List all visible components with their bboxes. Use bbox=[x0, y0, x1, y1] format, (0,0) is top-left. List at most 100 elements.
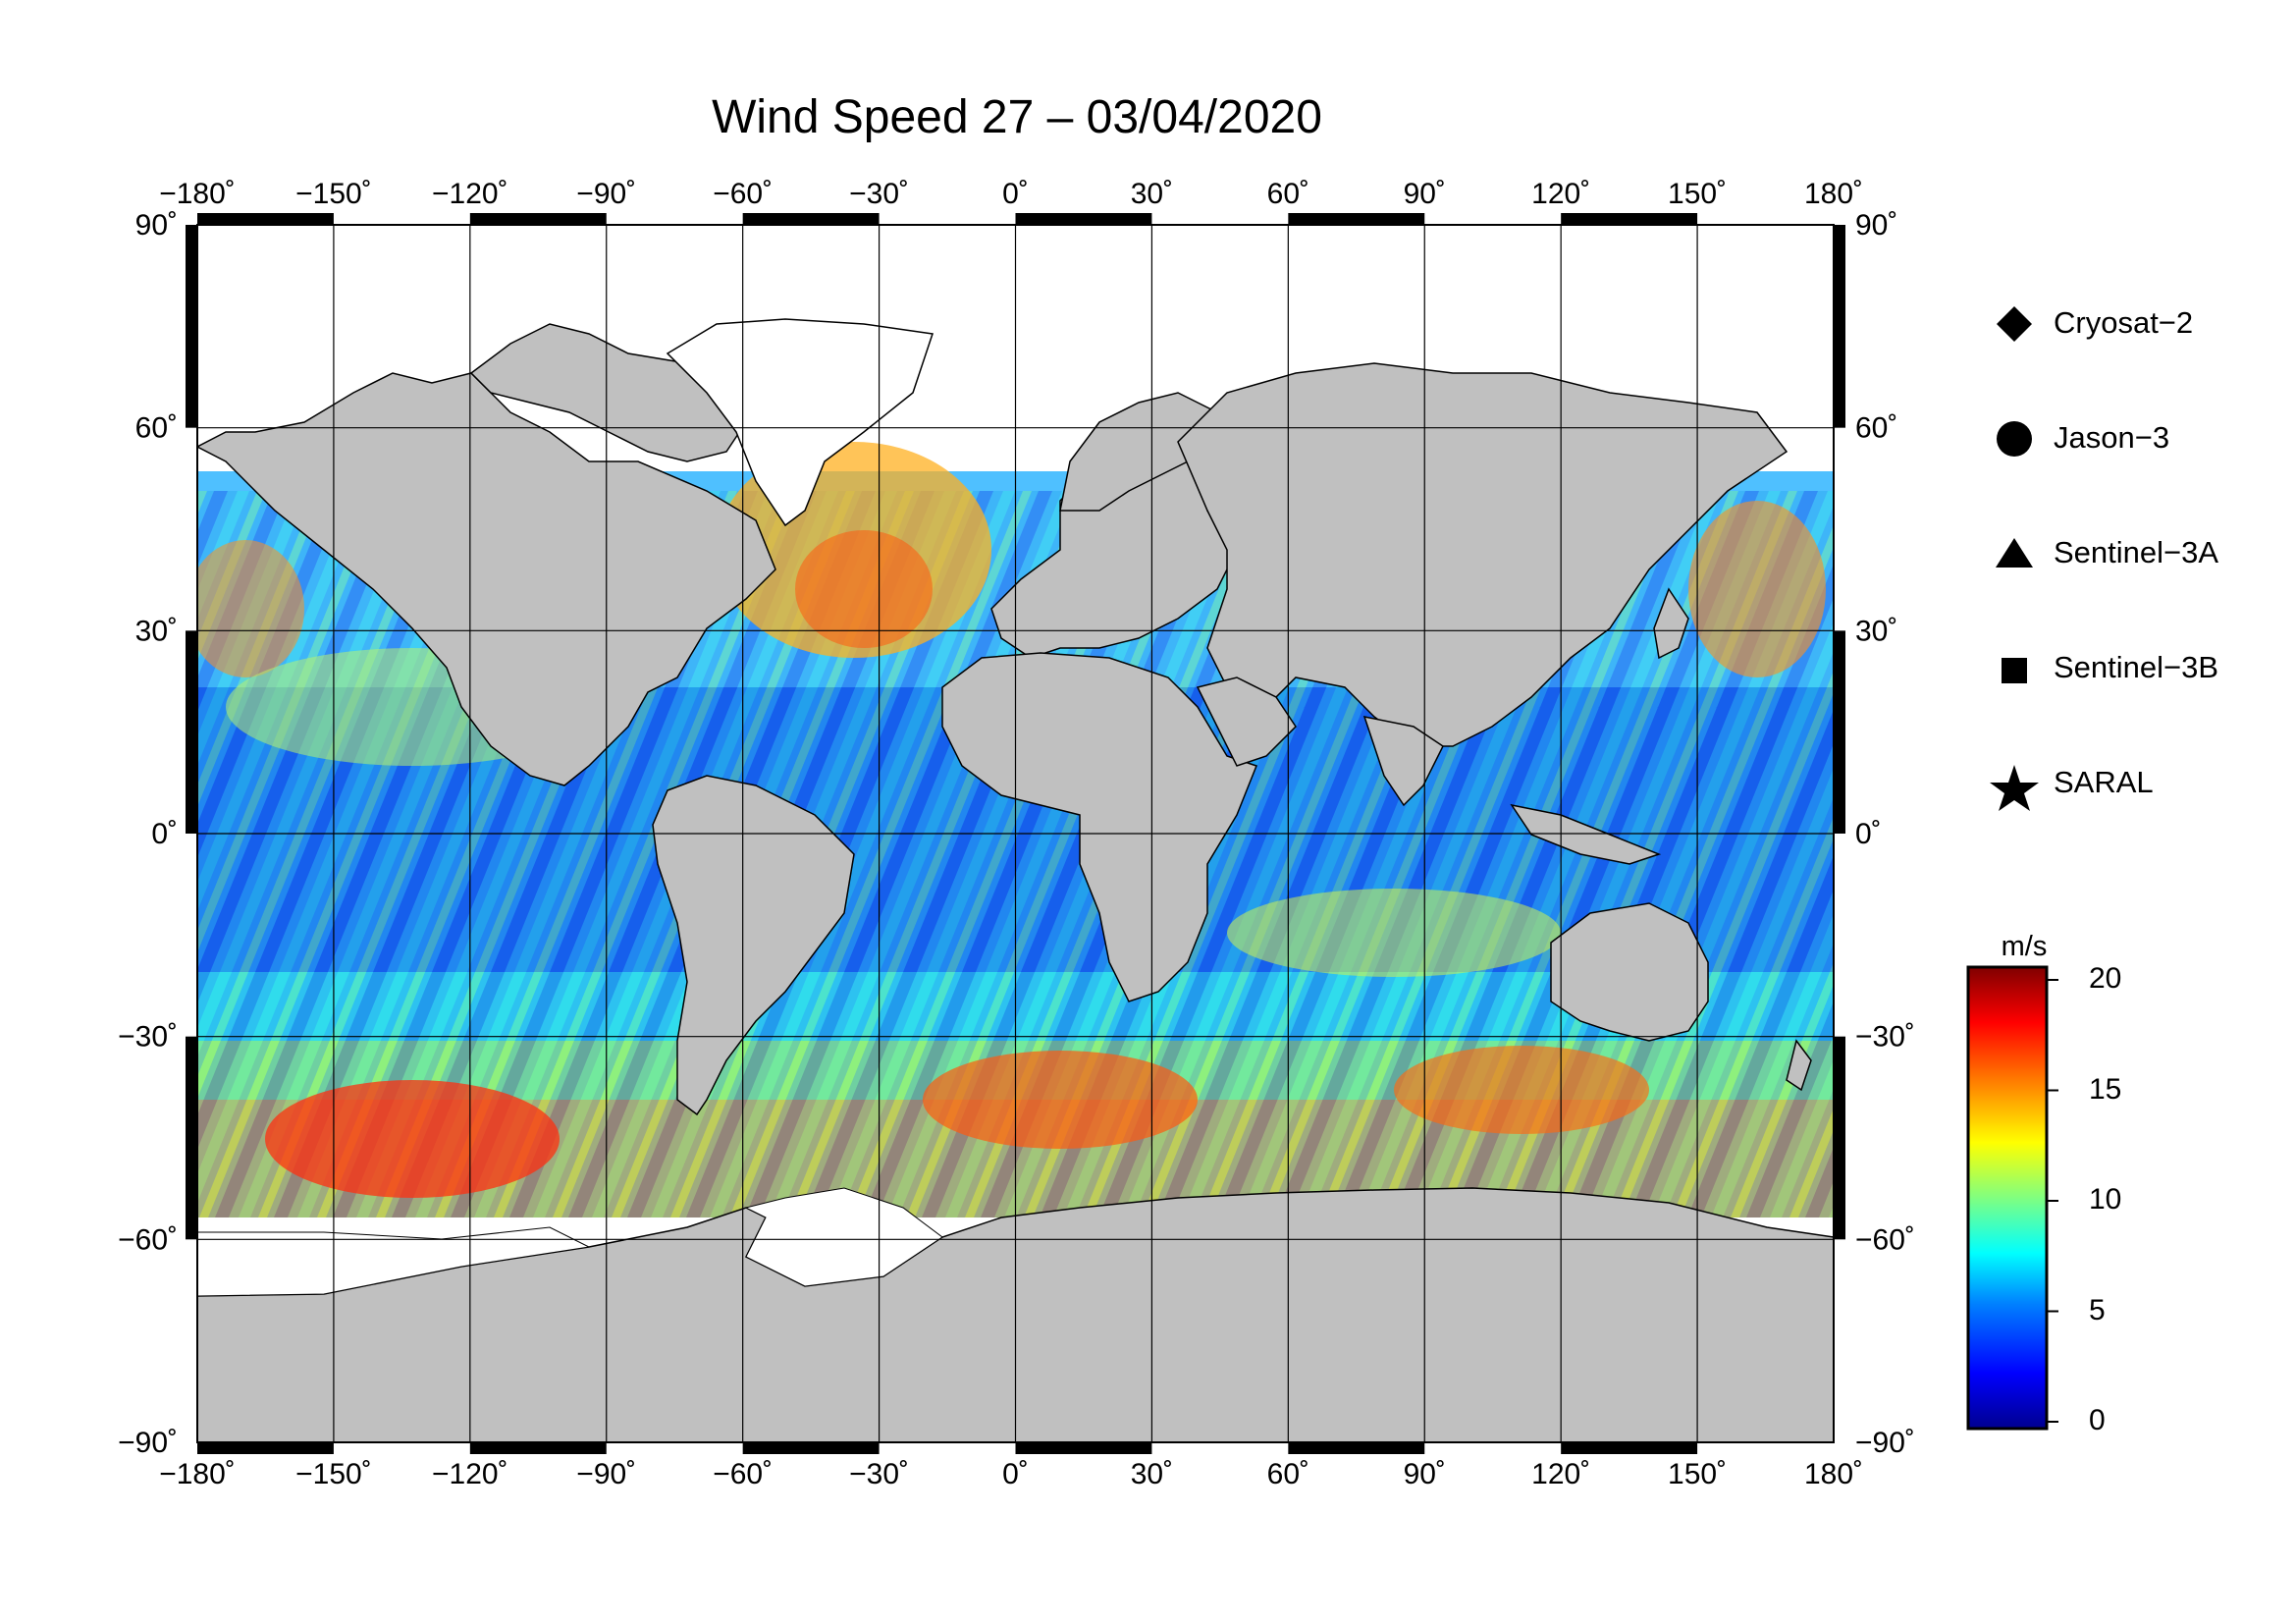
trade-wind-south-indian bbox=[1227, 889, 1561, 977]
lon-tick-label: 180˚ bbox=[1804, 1458, 1863, 1490]
tick-labels: −180˚ −180˚ −150˚ −150˚ −120˚ −120˚ −90˚ −90˚ −6… bbox=[118, 178, 1915, 1490]
map-panel bbox=[197, 225, 1834, 1442]
lon-tick-label: 120˚ bbox=[1531, 1458, 1590, 1490]
land-india bbox=[1362, 716, 1444, 807]
land-japan bbox=[1653, 587, 1689, 660]
land-south-america bbox=[652, 775, 855, 1116]
lon-tick-label: 150˚ bbox=[1668, 1458, 1727, 1490]
frame-bar-top bbox=[1015, 213, 1152, 225]
colorbar-tick-label: 5 bbox=[2089, 1293, 2106, 1326]
lon-tick-label: −120˚ bbox=[432, 178, 508, 210]
windy-patch-indian bbox=[1394, 1046, 1649, 1134]
triangle-marker-icon bbox=[1996, 538, 2033, 568]
colorbar bbox=[1966, 965, 2049, 1431]
windy-patch-south-pacific bbox=[265, 1080, 560, 1198]
frame-bar-bottom bbox=[1561, 1442, 1698, 1454]
land-new-zealand bbox=[1786, 1039, 1812, 1092]
lon-tick-label: −90˚ bbox=[576, 178, 636, 210]
legend-item-sentinel-3a: Sentinel−3A bbox=[2054, 528, 2218, 577]
colorbar-tick-label: 20 bbox=[2089, 962, 2122, 995]
frame-bar-top bbox=[469, 213, 607, 225]
land-indonesia bbox=[1510, 803, 1662, 865]
frame-bar-right bbox=[1834, 1036, 1845, 1240]
frame-bar-top bbox=[197, 213, 334, 225]
map-frame-bars bbox=[186, 213, 1845, 1454]
land-africa bbox=[941, 652, 1257, 1002]
land-greenland bbox=[666, 318, 934, 527]
legend-item-saral: SARAL bbox=[2054, 758, 2154, 807]
lon-tick-label: 90˚ bbox=[1404, 1458, 1446, 1490]
colorbar-tick-label: 15 bbox=[2089, 1072, 2122, 1106]
frame-bar-top bbox=[1561, 213, 1698, 225]
legend-label: SARAL bbox=[2054, 765, 2154, 799]
lon-tick-label: 120˚ bbox=[1531, 178, 1590, 210]
lon-tick-label: 60˚ bbox=[1267, 178, 1309, 210]
land-canadian-archipelago bbox=[469, 323, 747, 462]
ice-shelf-weddell bbox=[744, 1187, 943, 1287]
lat-tick-label: 60˚ bbox=[1855, 412, 1897, 445]
colorbar-tick-label: 10 bbox=[2089, 1183, 2122, 1216]
frame-bar-bottom bbox=[1015, 1442, 1152, 1454]
lon-tick-label: 60˚ bbox=[1267, 1458, 1309, 1490]
lon-tick-label: −30˚ bbox=[849, 178, 909, 210]
frame-bar-right bbox=[1834, 630, 1845, 834]
lon-tick-label: −30˚ bbox=[849, 1458, 909, 1490]
lon-tick-label: −150˚ bbox=[295, 178, 372, 210]
lon-tick-label: 180˚ bbox=[1804, 178, 1863, 210]
circle-marker-icon bbox=[1997, 421, 2032, 457]
graticule bbox=[197, 225, 1834, 1442]
lon-tick-label: −180˚ bbox=[159, 1458, 236, 1490]
frame-bar-bottom bbox=[197, 1442, 334, 1454]
lat-tick-label: 60˚ bbox=[135, 412, 178, 445]
lat-tick-label: 90˚ bbox=[135, 209, 178, 242]
lon-tick-label: 0˚ bbox=[1002, 178, 1029, 210]
legend-markers bbox=[1990, 306, 2039, 811]
lat-tick-label: −90˚ bbox=[1855, 1427, 1915, 1459]
legend-label: Cryosat−2 bbox=[2054, 305, 2194, 340]
frame-bar-top bbox=[742, 213, 880, 225]
lon-tick-label: −90˚ bbox=[576, 1458, 636, 1490]
frame-bar-top bbox=[1288, 213, 1425, 225]
lat-tick-label: −60˚ bbox=[1855, 1223, 1915, 1256]
lon-tick-label: 90˚ bbox=[1404, 178, 1446, 210]
frame-bar-left bbox=[186, 630, 197, 834]
lat-tick-label: −90˚ bbox=[118, 1427, 178, 1459]
frame-bar-bottom bbox=[742, 1442, 880, 1454]
legend-item-sentinel-3b: Sentinel−3B bbox=[2054, 643, 2218, 692]
star-marker-icon bbox=[1990, 765, 2039, 811]
land-australia bbox=[1550, 902, 1709, 1042]
diamond-marker-icon bbox=[1997, 306, 2032, 342]
lat-tick-label: 0˚ bbox=[1855, 818, 1882, 850]
lon-tick-label: −150˚ bbox=[295, 1458, 372, 1490]
legend-label: Jason−3 bbox=[2054, 420, 2170, 455]
lat-tick-label: 30˚ bbox=[1855, 615, 1897, 647]
lon-tick-label: 0˚ bbox=[1002, 1458, 1029, 1490]
windy-patch-north-atlantic-core bbox=[795, 530, 933, 648]
lat-tick-label: −30˚ bbox=[1855, 1021, 1915, 1054]
frame-bar-left bbox=[186, 225, 197, 428]
frame-bar-bottom bbox=[469, 1442, 607, 1454]
windy-patch-ne-pacific bbox=[197, 540, 304, 677]
land-arabia bbox=[1196, 676, 1297, 767]
lat-tick-label: 0˚ bbox=[151, 818, 178, 850]
windy-patch-south-atlantic bbox=[923, 1051, 1198, 1149]
ice-shelf-ross bbox=[197, 1226, 591, 1297]
lon-tick-label: −60˚ bbox=[713, 1458, 773, 1490]
lon-tick-label: −180˚ bbox=[159, 178, 236, 210]
legend-item-cryosat: Cryosat−2 bbox=[2054, 298, 2193, 348]
lon-tick-label: −60˚ bbox=[713, 178, 773, 210]
lon-tick-label: 30˚ bbox=[1131, 1458, 1173, 1490]
lat-tick-label: −30˚ bbox=[118, 1021, 178, 1054]
colorbar-ticks bbox=[2047, 979, 2058, 1423]
frame-bar-left bbox=[186, 1036, 197, 1240]
square-marker-icon bbox=[2002, 658, 2027, 683]
frame-bar-bottom bbox=[1288, 1442, 1425, 1454]
colorbar-unit-label: m/s bbox=[2001, 931, 2048, 962]
map-title: Wind Speed 27 – 03/04/2020 bbox=[712, 91, 1322, 143]
legend-label: Sentinel−3B bbox=[2054, 650, 2219, 684]
lat-tick-label: −60˚ bbox=[118, 1223, 178, 1256]
lat-tick-label: 90˚ bbox=[1855, 209, 1897, 242]
windy-patch-nw-pacific bbox=[1688, 501, 1826, 677]
land-north-america bbox=[197, 372, 776, 786]
